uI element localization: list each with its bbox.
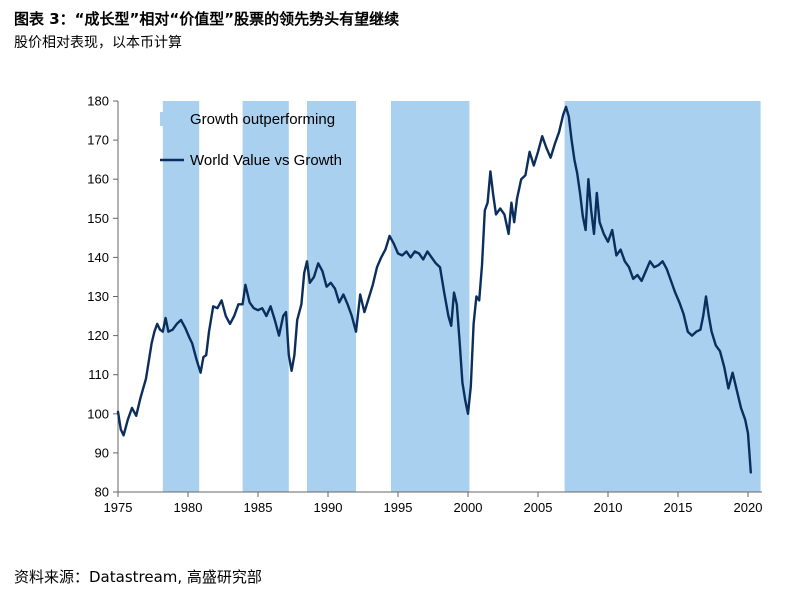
y-tick-label-100: 100 [87,406,109,421]
shaded-periods [162,101,761,492]
x-tick-label-2000: 2000 [454,500,483,515]
x-tick-label-2015: 2015 [664,500,693,515]
shaded-period-1 [162,101,200,492]
legend-label-line: World Value vs Growth [190,152,342,169]
y-tick-label-130: 130 [87,289,109,304]
x-tick-label-1975: 1975 [104,500,133,515]
y-tick-label-80: 80 [95,485,109,500]
y-tick-label-150: 150 [87,211,109,226]
x-tick-label-1995: 1995 [384,500,413,515]
shaded-period-4 [391,101,470,492]
chart-legend: Growth outperforming World Value vs Growt… [160,111,342,169]
source-note: 资料来源：Datastream, 高盛研究部 [14,568,262,586]
shaded-period-2 [242,101,289,492]
legend-swatch-shade [160,112,184,126]
page-subtitle: 股价相对表现，以本币计算 [14,35,182,51]
shaded-period-5 [564,101,761,492]
series-lines [116,105,752,474]
y-tick-label-170: 170 [87,133,109,148]
x-tick-label-2005: 2005 [524,500,553,515]
x-tick-label-1990: 1990 [314,500,343,515]
y-tick-label-90: 90 [95,445,109,460]
series-line-1 [116,105,752,474]
y-tick-label-120: 120 [87,328,109,343]
legend-label-shade: Growth outperforming [190,111,335,128]
y-tick-label-140: 140 [87,250,109,265]
x-tick-label-2010: 2010 [594,500,623,515]
y-tick-label-160: 160 [87,172,109,187]
y-tick-label-180: 180 [87,94,109,109]
chart-axes: 80 90 100 110 120 130 140 150 160 170 180 1975 1980 1… [87,94,762,516]
x-tick-label-1985: 1985 [244,500,273,515]
x-tick-label-1980: 1980 [174,500,203,515]
y-tick-label-110: 110 [88,367,109,382]
x-tick-label-2020: 2020 [734,500,763,515]
shaded-period-3 [307,101,356,492]
page-title: 图表 3：“成长型”相对“价值型”股票的领先势头有望继续 [14,10,400,28]
